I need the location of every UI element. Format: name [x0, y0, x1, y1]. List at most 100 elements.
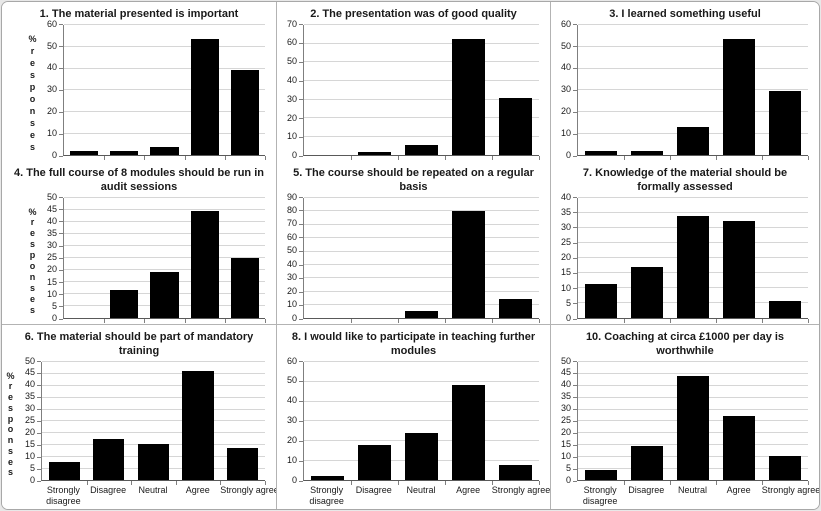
bar-category-slot [716, 25, 762, 155]
x-tick-mark [492, 319, 493, 323]
x-tick-mark [224, 319, 226, 323]
y-tick-label: 45 [46, 203, 57, 214]
x-tick-mark [398, 319, 399, 323]
gridline [304, 197, 539, 198]
x-tick-mark [351, 481, 352, 486]
bar [676, 376, 710, 481]
y-tick-mark [37, 420, 41, 422]
y-tick-label: 10 [46, 288, 57, 299]
y-tick-label: 0 [565, 150, 571, 160]
y-tick-mark [573, 444, 577, 446]
chart-title: 5. The course should be repeated on a re… [293, 167, 534, 193]
y-tick-label: 40 [560, 62, 571, 73]
y-tick-label: 20 [286, 286, 297, 296]
x-category-label: Disagree [628, 485, 665, 496]
bar-category-slot [492, 362, 539, 481]
y-tick-mark [37, 396, 41, 398]
y-axis-gutter: 0 10 20 30 40 50 60 [39, 19, 63, 160]
bar-category-slot [64, 198, 104, 319]
y-tick-label: 80 [286, 204, 297, 215]
plot-area [577, 24, 809, 160]
y-tick-label: 10 [560, 451, 571, 462]
gridline [64, 257, 265, 259]
bar-series [578, 362, 808, 481]
bar [110, 290, 139, 318]
gridline [304, 61, 539, 63]
y-axis-title: % r e s p o n s e s [6, 370, 15, 478]
bar-category-slot [185, 198, 225, 318]
bar-category-slot [445, 198, 492, 318]
gridline [304, 290, 539, 292]
y-tick-label: 70 [286, 218, 297, 229]
chart-title: 4. The full course of 8 modules should b… [14, 167, 264, 193]
y-tick-label: 20 [286, 112, 297, 123]
bar-category-slot [445, 362, 492, 481]
bar-category-slot [131, 362, 176, 481]
x-tick-mark [808, 319, 809, 323]
y-tick-mark [573, 133, 577, 135]
x-tick-mark [104, 319, 106, 323]
y-tick-mark [299, 420, 303, 422]
x-tick-mark [144, 319, 146, 323]
y-tick-label: 30 [560, 403, 571, 414]
chart-title: 3. I learned something useful [609, 8, 761, 20]
bar-category-slot [225, 25, 265, 155]
gridline [64, 209, 265, 211]
y-tick-mark [573, 257, 577, 259]
y-tick-mark [299, 291, 303, 293]
y-tick-label: 0 [29, 475, 35, 486]
gridline [304, 135, 539, 137]
y-tick-label: 45 [24, 367, 35, 378]
y-tick-label: 10 [286, 131, 297, 142]
y-tick-label: 0 [51, 313, 57, 323]
x-tick-mark [670, 156, 671, 160]
y-tick-label: 5 [29, 463, 35, 474]
y-tick-label: 25 [560, 237, 571, 248]
bar [676, 127, 710, 155]
x-tick-mark [492, 156, 493, 160]
y-tick-label: 35 [46, 227, 57, 238]
y-tick-mark [299, 304, 303, 306]
y-tick-mark [59, 318, 63, 320]
gridline [304, 80, 539, 82]
gridline [304, 117, 539, 119]
y-axis-gutter: 0 5 10 15 20 25 30 35 40 [553, 192, 577, 323]
x-axis-labels: Strongly disagree Disagree Neutral Agree Str… [577, 481, 819, 507]
y-tick-label: 25 [560, 415, 571, 426]
x-tick-mark [762, 481, 763, 486]
x-tick-mark [624, 319, 625, 323]
y-tick-label: 35 [24, 391, 35, 402]
x-category-label: Neutral [677, 485, 707, 496]
y-tick-mark [59, 133, 63, 135]
x-tick-mark [131, 481, 133, 486]
y-tick-label: 40 [560, 191, 571, 202]
y-tick-mark [59, 67, 63, 69]
bar [722, 221, 756, 318]
bar [499, 464, 532, 481]
y-tick-label: 30 [286, 272, 297, 283]
gridline [304, 277, 539, 279]
x-tick-mark [398, 156, 399, 160]
gridline [64, 197, 265, 198]
bar [768, 300, 802, 318]
x-tick-mark [184, 156, 186, 160]
gridline [64, 89, 265, 91]
bar-category-slot [624, 25, 670, 155]
x-axis-labels: Strongly disagree Disagree Neutral Agree Str… [303, 481, 550, 507]
gridline [64, 233, 265, 235]
bar-category-slot [716, 362, 762, 481]
bar-series [578, 198, 808, 318]
gridline [42, 361, 265, 362]
y-axis-title: % r e s p o n s e s [28, 33, 37, 152]
bar-category-slot [42, 362, 87, 481]
y-tick-mark [299, 277, 303, 279]
y-tick-label: 15 [560, 267, 571, 278]
y-tick-mark [299, 136, 303, 138]
y-tick-label: 40 [46, 62, 57, 73]
gridline [304, 210, 539, 212]
bar [182, 370, 214, 481]
bar-category-slot [87, 362, 132, 481]
y-tick-mark [299, 440, 303, 442]
gridline [304, 237, 539, 239]
